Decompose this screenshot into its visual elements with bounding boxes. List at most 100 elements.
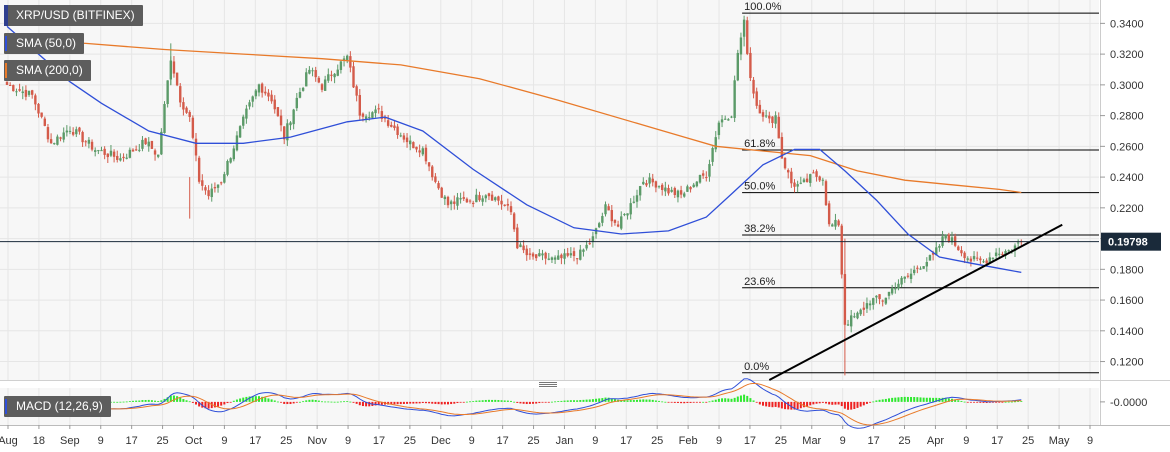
macd-histogram-bar bbox=[289, 401, 292, 405]
macd-histogram-bar bbox=[554, 401, 557, 403]
macd-histogram-bar bbox=[195, 401, 197, 405]
macd-histogram-bar bbox=[973, 401, 976, 403]
candle-body bbox=[254, 90, 258, 97]
macd-histogram-bar bbox=[960, 400, 963, 402]
candle-body bbox=[1007, 250, 1010, 252]
macd-histogram-bar bbox=[985, 401, 988, 404]
macd-histogram-bar bbox=[280, 401, 283, 403]
candle-body bbox=[746, 20, 749, 54]
candle-body bbox=[957, 246, 960, 251]
y-tick-label: 0.1800 bbox=[1110, 264, 1144, 276]
candle-body bbox=[931, 252, 935, 255]
macd-histogram-bar bbox=[840, 401, 843, 407]
fib-level-label: 38.2% bbox=[744, 223, 775, 235]
macd-histogram-bar bbox=[484, 399, 487, 402]
candle-body bbox=[141, 139, 144, 149]
macd-histogram-bar bbox=[954, 399, 957, 402]
candle-body bbox=[134, 149, 138, 151]
candle-body bbox=[415, 146, 418, 150]
macd-histogram-bar bbox=[223, 401, 226, 405]
candle-body bbox=[301, 87, 305, 91]
macd-histogram-bar bbox=[406, 401, 409, 404]
macd-histogram-bar bbox=[305, 400, 308, 402]
x-tick-label: Oct bbox=[185, 435, 202, 447]
macd-histogram-bar bbox=[686, 401, 689, 403]
macd-histogram-bar bbox=[736, 396, 739, 402]
candle-body bbox=[270, 94, 273, 102]
macd-histogram-bar bbox=[1007, 401, 1010, 403]
candle-body bbox=[465, 198, 469, 203]
candle-body bbox=[563, 253, 566, 259]
legend-sma200[interactable]: SMA (200,0) bbox=[4, 60, 91, 81]
candle-body bbox=[799, 182, 802, 184]
candle-body bbox=[5, 81, 9, 85]
macd-histogram-bar bbox=[976, 401, 979, 403]
candle-body bbox=[393, 125, 396, 129]
candle-body bbox=[547, 258, 550, 260]
macd-histogram-bar bbox=[166, 397, 169, 402]
legend-instrument[interactable]: XRP/USD (BITFINEX) bbox=[4, 5, 143, 26]
candle-body bbox=[56, 136, 59, 145]
macd-histogram-bar bbox=[510, 400, 512, 402]
candle-body bbox=[585, 244, 588, 249]
candle-body bbox=[780, 137, 784, 159]
macd-histogram-bar bbox=[358, 401, 361, 406]
legend-sma50[interactable]: SMA (50,0) bbox=[4, 33, 85, 54]
candle-body bbox=[850, 315, 853, 327]
macd-histogram-bar bbox=[204, 401, 207, 409]
macd-histogram-bar bbox=[1010, 401, 1013, 403]
candle-body bbox=[705, 177, 708, 179]
macd-histogram-bar bbox=[702, 401, 705, 403]
macd-histogram-bar bbox=[875, 400, 878, 402]
candle-body bbox=[358, 95, 361, 116]
candle-body bbox=[991, 257, 995, 259]
candle-body bbox=[462, 197, 465, 199]
candle-body bbox=[831, 224, 834, 227]
candle-body bbox=[405, 137, 409, 143]
x-tick-label: 9 bbox=[345, 435, 351, 447]
macd-histogram-bar bbox=[869, 401, 872, 403]
sma50-line bbox=[6, 25, 1022, 274]
candle-body bbox=[330, 74, 333, 76]
x-tick-label: 25 bbox=[1022, 435, 1034, 447]
candle-body bbox=[771, 116, 774, 124]
candle-body bbox=[383, 117, 387, 119]
candle-body bbox=[560, 254, 563, 259]
macd-histogram-bar bbox=[437, 401, 440, 405]
macd-histogram-bar bbox=[478, 400, 481, 402]
candle-body bbox=[333, 73, 336, 78]
macd-histogram-bar bbox=[935, 397, 938, 402]
candle-body bbox=[443, 196, 447, 200]
candle-body bbox=[550, 257, 554, 260]
macd-histogram-bar bbox=[254, 396, 257, 402]
macd-histogram-bar bbox=[988, 401, 991, 403]
macd-histogram-bar bbox=[991, 401, 994, 403]
macd-histogram-bar bbox=[591, 399, 594, 402]
trendline bbox=[768, 223, 1063, 381]
candle-body bbox=[988, 257, 991, 264]
candle-body bbox=[424, 147, 428, 162]
candle-body bbox=[245, 108, 248, 119]
candle-body bbox=[468, 200, 472, 202]
candle-body bbox=[37, 103, 40, 114]
macd-histogram-bar bbox=[717, 398, 720, 402]
candle-body bbox=[947, 234, 951, 242]
macd-histogram-bar bbox=[116, 401, 119, 403]
candle-body bbox=[884, 297, 888, 304]
candle-body bbox=[84, 141, 87, 143]
macd-histogram-bar bbox=[169, 395, 172, 402]
macd-histogram-bar bbox=[689, 401, 692, 403]
macd-histogram-bar bbox=[809, 401, 812, 406]
macd-histogram-bar bbox=[450, 401, 453, 405]
legend-macd[interactable]: MACD (12,26,9) bbox=[4, 396, 111, 417]
candle-body bbox=[122, 156, 125, 159]
candle-body bbox=[673, 188, 676, 196]
macd-histogram-bar bbox=[900, 397, 903, 402]
legend-instrument-label: XRP/USD (BITFINEX) bbox=[16, 8, 135, 22]
candle-body bbox=[846, 324, 850, 326]
candle-body bbox=[311, 70, 314, 72]
y-tick-label: 0.1600 bbox=[1110, 295, 1144, 307]
candle-body bbox=[317, 77, 321, 83]
candle-body bbox=[131, 149, 135, 152]
